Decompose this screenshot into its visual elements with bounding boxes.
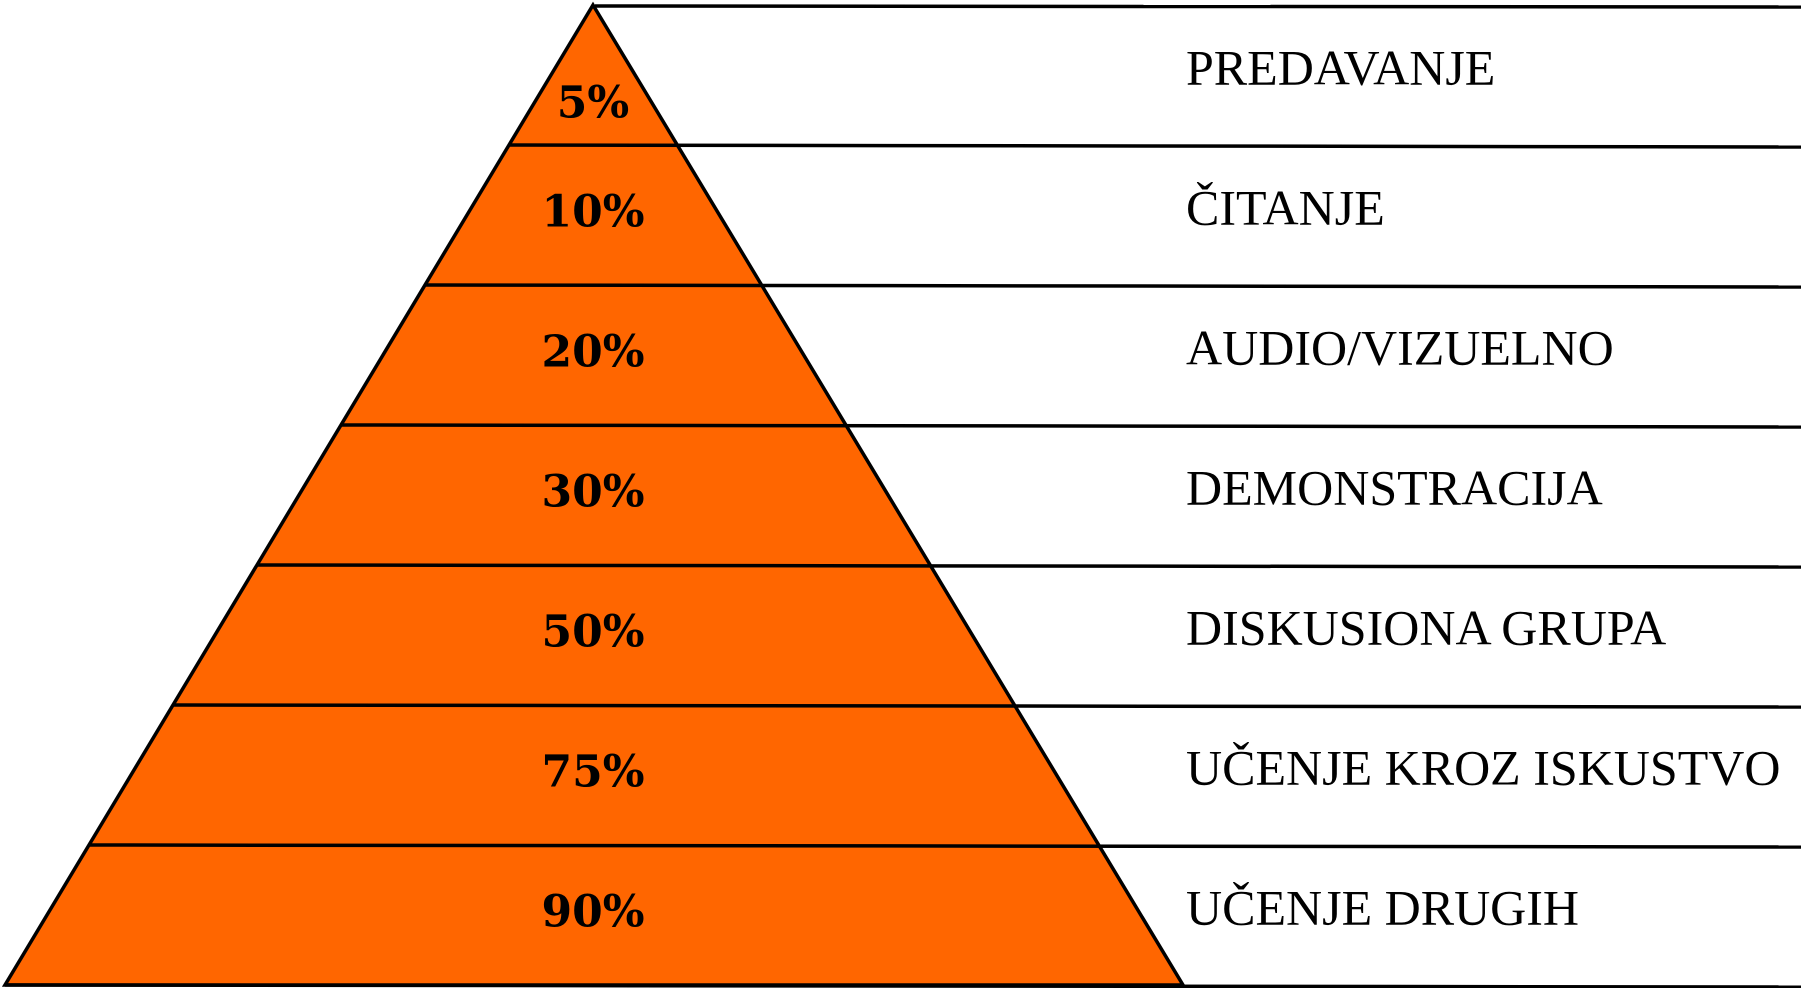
level-percent: 5% xyxy=(557,77,629,128)
level-percent: 20% xyxy=(541,327,644,378)
level-divider-line xyxy=(4,983,1801,988)
level-label: DEMONSTRACIJA xyxy=(1186,459,1603,515)
level-label: PREDAVANJE xyxy=(1186,39,1495,95)
level-divider-line xyxy=(508,143,1801,149)
level-label: ČITANJE xyxy=(1186,179,1385,235)
level-percent: 50% xyxy=(541,607,644,658)
level-divider-line xyxy=(88,843,1801,849)
level-label: AUDIO/VIZUELNO xyxy=(1186,319,1614,375)
level-divider-line xyxy=(340,423,1801,429)
level-label: UČENJE KROZ ISKUSTVO xyxy=(1186,739,1780,795)
level-divider-line xyxy=(256,563,1801,569)
level-percent: 75% xyxy=(541,747,644,798)
level-divider-line xyxy=(424,283,1801,289)
level-percent: 30% xyxy=(541,467,644,518)
level-percent: 10% xyxy=(541,187,644,238)
pyramid-levels: 5% PREDAVANJE 10% ČITANJE 20% AUDIO/VIZUELNO 3… xyxy=(4,39,1801,988)
level-label: DISKUSIONA GRUPA xyxy=(1186,599,1666,655)
level-label: UČENJE DRUGIH xyxy=(1186,879,1579,935)
level-percent: 90% xyxy=(541,887,644,938)
level-divider-line xyxy=(172,703,1801,709)
top-rule xyxy=(594,4,1801,9)
